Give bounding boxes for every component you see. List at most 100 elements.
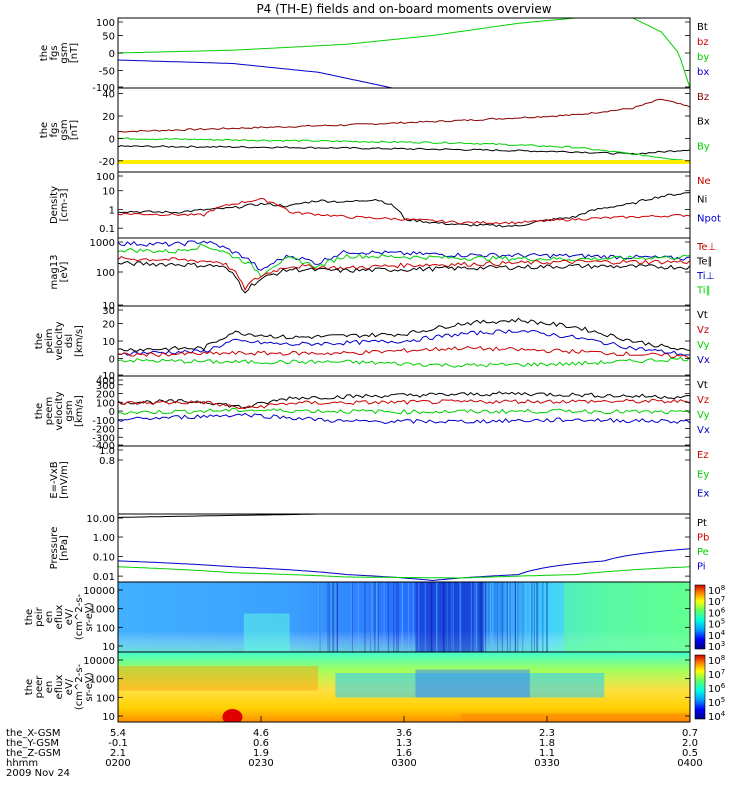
legend-entry: Ne bbox=[697, 176, 711, 187]
y-axis-label-line: [eV] bbox=[59, 262, 70, 283]
y-axis-label-line: [km/s] bbox=[74, 325, 85, 357]
y-axis-label-line: peer bbox=[34, 675, 45, 699]
panel-2: 40 20 0 -20 the fgs gsm [nT] Bz Bx By bbox=[39, 87, 710, 173]
legend-entry: Ti∥ bbox=[696, 286, 711, 297]
x-axis-row-value: 0300 bbox=[391, 758, 416, 769]
y-tick-label: 0 bbox=[109, 355, 115, 366]
legend-entry: Vx bbox=[697, 425, 710, 436]
x-axis-row-value: 2.0 bbox=[682, 738, 698, 749]
y-tick-label: 1.0 bbox=[99, 446, 115, 457]
y-tick-label: -20 bbox=[99, 157, 115, 168]
y-axis-label-line: Pressure bbox=[49, 527, 60, 570]
series-vx bbox=[117, 412, 691, 425]
y-axis-label: the peim velocity dsl [km/s] bbox=[34, 321, 85, 360]
legend-entry: Vz bbox=[697, 325, 709, 336]
x-axis-row-value: 2.3 bbox=[539, 728, 555, 739]
y-axis-label: Density [cm-3] bbox=[49, 186, 70, 224]
legend-entry: Ti⊥ bbox=[696, 271, 714, 282]
legend-entry: Bt bbox=[697, 22, 708, 33]
legend-entry: Bx bbox=[697, 117, 710, 128]
x-axis-table: the_X-GSM 5.4 4.6 3.6 2.3 0.7 the_Y-GSM -0.1 0.6… bbox=[6, 728, 703, 779]
legend-entry: bz bbox=[697, 37, 709, 48]
y-axis-label-line: velocity bbox=[54, 321, 65, 360]
legend-entry: Pb bbox=[697, 533, 709, 544]
series-bx bbox=[117, 144, 691, 156]
y-axis-label-line: (cm^2-s- bbox=[74, 593, 85, 640]
y-tick-label: 100 bbox=[96, 172, 115, 183]
y-tick-label: -300 bbox=[92, 433, 115, 444]
y-tick-label: -100 bbox=[92, 416, 115, 427]
colorbar-tick-label: 106 bbox=[708, 606, 726, 619]
y-tick-label: 10 bbox=[102, 642, 115, 653]
x-axis-row-value: 0.6 bbox=[253, 738, 269, 749]
y-tick-label: 100 bbox=[96, 398, 115, 409]
legend-entry: Pe bbox=[697, 547, 709, 558]
series-ti∥ bbox=[117, 243, 691, 278]
series-bt bbox=[632, 17, 691, 89]
y-axis-label-line: en bbox=[44, 681, 55, 694]
y-axis-label: mag13 [eV] bbox=[49, 255, 70, 290]
y-tick-label: 0.01 bbox=[93, 572, 115, 583]
y-tick-label: 100 bbox=[96, 623, 115, 634]
y-tick-label: 0.10 bbox=[93, 553, 115, 564]
legend-entry: Vy bbox=[697, 340, 710, 351]
y-tick-label: 0 bbox=[109, 49, 115, 60]
series-vz bbox=[117, 398, 691, 410]
y-axis-label-line: eflux bbox=[54, 675, 65, 700]
colorbar-tick-label: 107 bbox=[708, 595, 725, 608]
x-axis-row-value: 3.6 bbox=[396, 728, 412, 739]
x-axis-row-name: the_Z-GSM bbox=[6, 748, 61, 759]
series-te∥ bbox=[117, 260, 691, 294]
y-tick-label: 1000 bbox=[90, 605, 115, 616]
legend-entry: Bz bbox=[697, 92, 709, 103]
x-axis-row-value: 0.7 bbox=[682, 728, 698, 739]
y-axis-label-line: sr-eV) bbox=[84, 602, 95, 631]
y-tick-label: -400 bbox=[92, 441, 115, 452]
y-axis-label-line: Density bbox=[49, 186, 60, 224]
x-axis-row-value: 1.8 bbox=[539, 738, 555, 749]
y-axis-label-line: en bbox=[44, 611, 55, 624]
y-axis-label-line: fgs bbox=[49, 122, 60, 137]
y-axis-label-line: [km/s] bbox=[74, 395, 85, 427]
y-tick-label: -50 bbox=[99, 67, 115, 78]
panel-frame bbox=[117, 445, 691, 515]
y-axis-label: Pressure [nPa] bbox=[49, 527, 70, 570]
quality-flag-bar bbox=[118, 160, 690, 164]
y-tick-label: 100 bbox=[96, 693, 115, 704]
y-tick-label: 1000 bbox=[90, 675, 115, 686]
y-tick-label: 10000 bbox=[83, 586, 115, 597]
series-ni bbox=[117, 192, 691, 228]
y-tick-label: 20 bbox=[102, 112, 115, 123]
series-by bbox=[117, 17, 576, 54]
panel-frame bbox=[117, 375, 691, 447]
y-axis-label: the peir en eflux eV/(cm^2-s-sr-eV) bbox=[24, 593, 95, 640]
legend-entry: Ex bbox=[697, 489, 709, 500]
x-axis-row-name: the_X-GSM bbox=[6, 728, 60, 739]
colorbar-tick-label: 105 bbox=[708, 696, 725, 709]
figure-title: P4 (TH-E) fields and on-board moments ov… bbox=[256, 2, 551, 16]
x-axis-row-value: 0230 bbox=[248, 758, 273, 769]
series-pt bbox=[118, 513, 347, 518]
panel-5: 30 20 10 0 -10 the peim velocity dsl [km/s] Vt Vz Vy… bbox=[34, 305, 710, 382]
y-tick-label: 10.00 bbox=[86, 514, 115, 525]
y-tick-label: 100 bbox=[96, 18, 115, 29]
y-tick-label: 0 bbox=[109, 134, 115, 145]
legend-entry: Vz bbox=[697, 395, 709, 406]
y-axis-label: the fgs gsm [nT] bbox=[39, 119, 80, 140]
y-axis-label: the fgs gsm [nT] bbox=[39, 42, 80, 63]
y-tick-label: 0.1 bbox=[99, 224, 115, 235]
x-axis-row-value: -0.1 bbox=[108, 738, 128, 749]
y-axis-label-line: the bbox=[24, 679, 35, 695]
x-axis-row-value: 0200 bbox=[105, 758, 130, 769]
y-axis-label-line: the bbox=[34, 333, 45, 349]
y-tick-label: 1 bbox=[109, 205, 115, 216]
legend-entry: Te⊥ bbox=[696, 242, 716, 253]
y-tick-label: 50 bbox=[102, 32, 115, 43]
y-axis-label-line: the bbox=[34, 403, 45, 419]
y-tick-label: 10 bbox=[102, 712, 115, 723]
legend-entry: Npot bbox=[697, 213, 721, 224]
y-tick-label: 20 bbox=[102, 320, 115, 331]
x-axis-row-value: 1.9 bbox=[253, 748, 269, 759]
x-axis-row-value: 1.1 bbox=[539, 748, 555, 759]
